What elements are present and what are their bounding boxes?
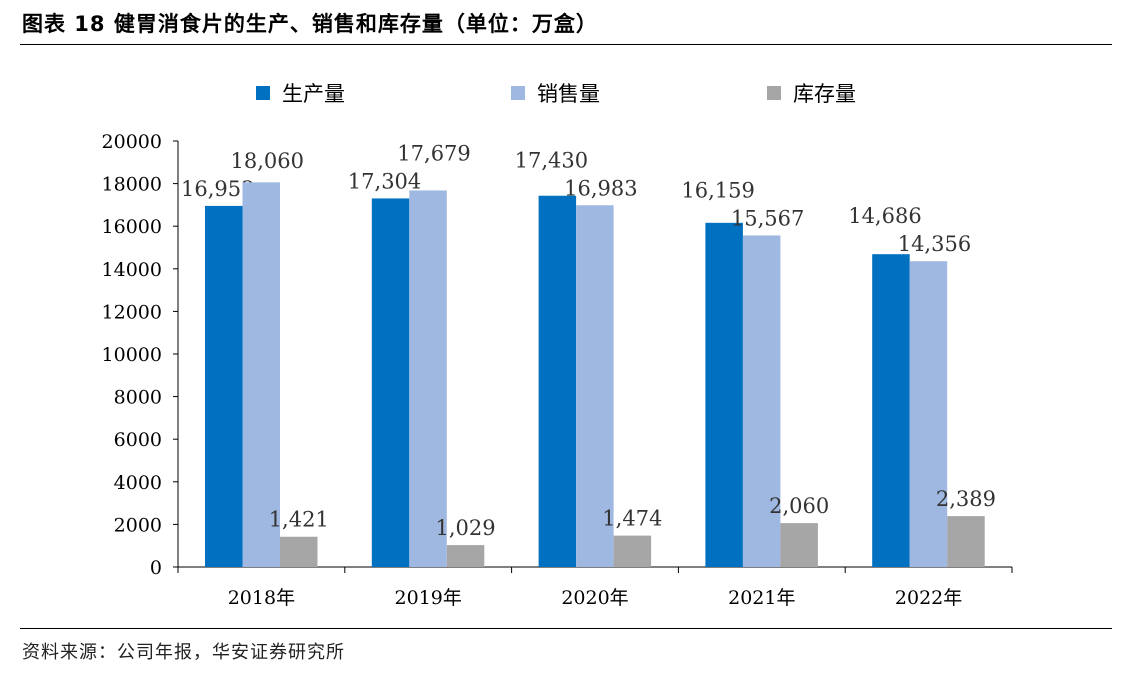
x-tick-label: 2022年 bbox=[895, 587, 962, 609]
chart-title: 图表 18 健胃消食片的生产、销售和库存量（单位：万盒） bbox=[22, 12, 598, 36]
source-note: 资料来源：公司年报，华安证券研究所 bbox=[22, 642, 345, 663]
bar bbox=[705, 222, 743, 567]
data-label: 2,060 bbox=[769, 494, 829, 518]
legend-label: 库存量 bbox=[793, 82, 856, 106]
data-label: 16,983 bbox=[564, 176, 637, 200]
data-label: 14,686 bbox=[848, 204, 921, 228]
legend-swatch bbox=[256, 86, 270, 100]
y-tick-label: 10000 bbox=[102, 344, 162, 366]
legend-item-sales: 销售量 bbox=[511, 78, 600, 108]
y-tick-label: 12000 bbox=[102, 301, 162, 323]
bar bbox=[371, 198, 410, 567]
y-tick-label: 14000 bbox=[102, 259, 162, 281]
bar bbox=[280, 536, 318, 567]
y-tick-label: 18000 bbox=[102, 174, 162, 196]
legend-swatch bbox=[511, 86, 525, 100]
legend-label: 销售量 bbox=[537, 82, 600, 106]
y-tick-label: 8000 bbox=[114, 387, 162, 409]
data-label: 2,389 bbox=[936, 487, 996, 511]
data-label: 17,679 bbox=[397, 141, 470, 165]
bar bbox=[780, 523, 818, 567]
data-label: 18,060 bbox=[231, 149, 304, 173]
y-tick-label: 20000 bbox=[102, 131, 162, 153]
data-label: 16,953 bbox=[181, 177, 254, 201]
title-divider bbox=[20, 44, 1112, 45]
legend-swatch bbox=[767, 86, 781, 100]
data-label: 17,304 bbox=[348, 169, 421, 193]
bar bbox=[909, 261, 948, 567]
y-tick-label: 0 bbox=[150, 557, 162, 579]
bar bbox=[242, 182, 280, 567]
source-divider bbox=[20, 628, 1112, 629]
bar bbox=[409, 190, 447, 567]
data-label: 15,567 bbox=[731, 206, 804, 230]
x-tick-label: 2021年 bbox=[728, 587, 795, 609]
bar bbox=[613, 535, 652, 567]
data-label: 14,356 bbox=[898, 232, 971, 256]
y-tick-label: 16000 bbox=[102, 216, 162, 238]
legend-item-inventory: 库存量 bbox=[767, 78, 856, 108]
bar bbox=[947, 516, 985, 567]
legend-label: 生产量 bbox=[282, 82, 345, 106]
bar bbox=[872, 254, 910, 567]
legend-item-production: 生产量 bbox=[256, 78, 345, 108]
bar bbox=[205, 205, 243, 567]
bar bbox=[742, 235, 781, 567]
y-tick-label: 2000 bbox=[114, 514, 162, 536]
data-label: 17,430 bbox=[515, 148, 588, 172]
y-tick-label: 4000 bbox=[114, 472, 162, 494]
data-label: 16,159 bbox=[681, 178, 754, 202]
y-tick-label: 6000 bbox=[114, 429, 162, 451]
x-tick-label: 2018年 bbox=[228, 587, 295, 609]
x-tick-label: 2020年 bbox=[561, 587, 628, 609]
data-label: 1,421 bbox=[269, 508, 329, 532]
bar bbox=[538, 195, 577, 567]
bar bbox=[446, 545, 485, 567]
bar bbox=[576, 205, 614, 568]
data-label: 1,029 bbox=[435, 516, 495, 540]
data-label: 1,474 bbox=[602, 507, 662, 531]
x-tick-label: 2019年 bbox=[395, 587, 462, 609]
